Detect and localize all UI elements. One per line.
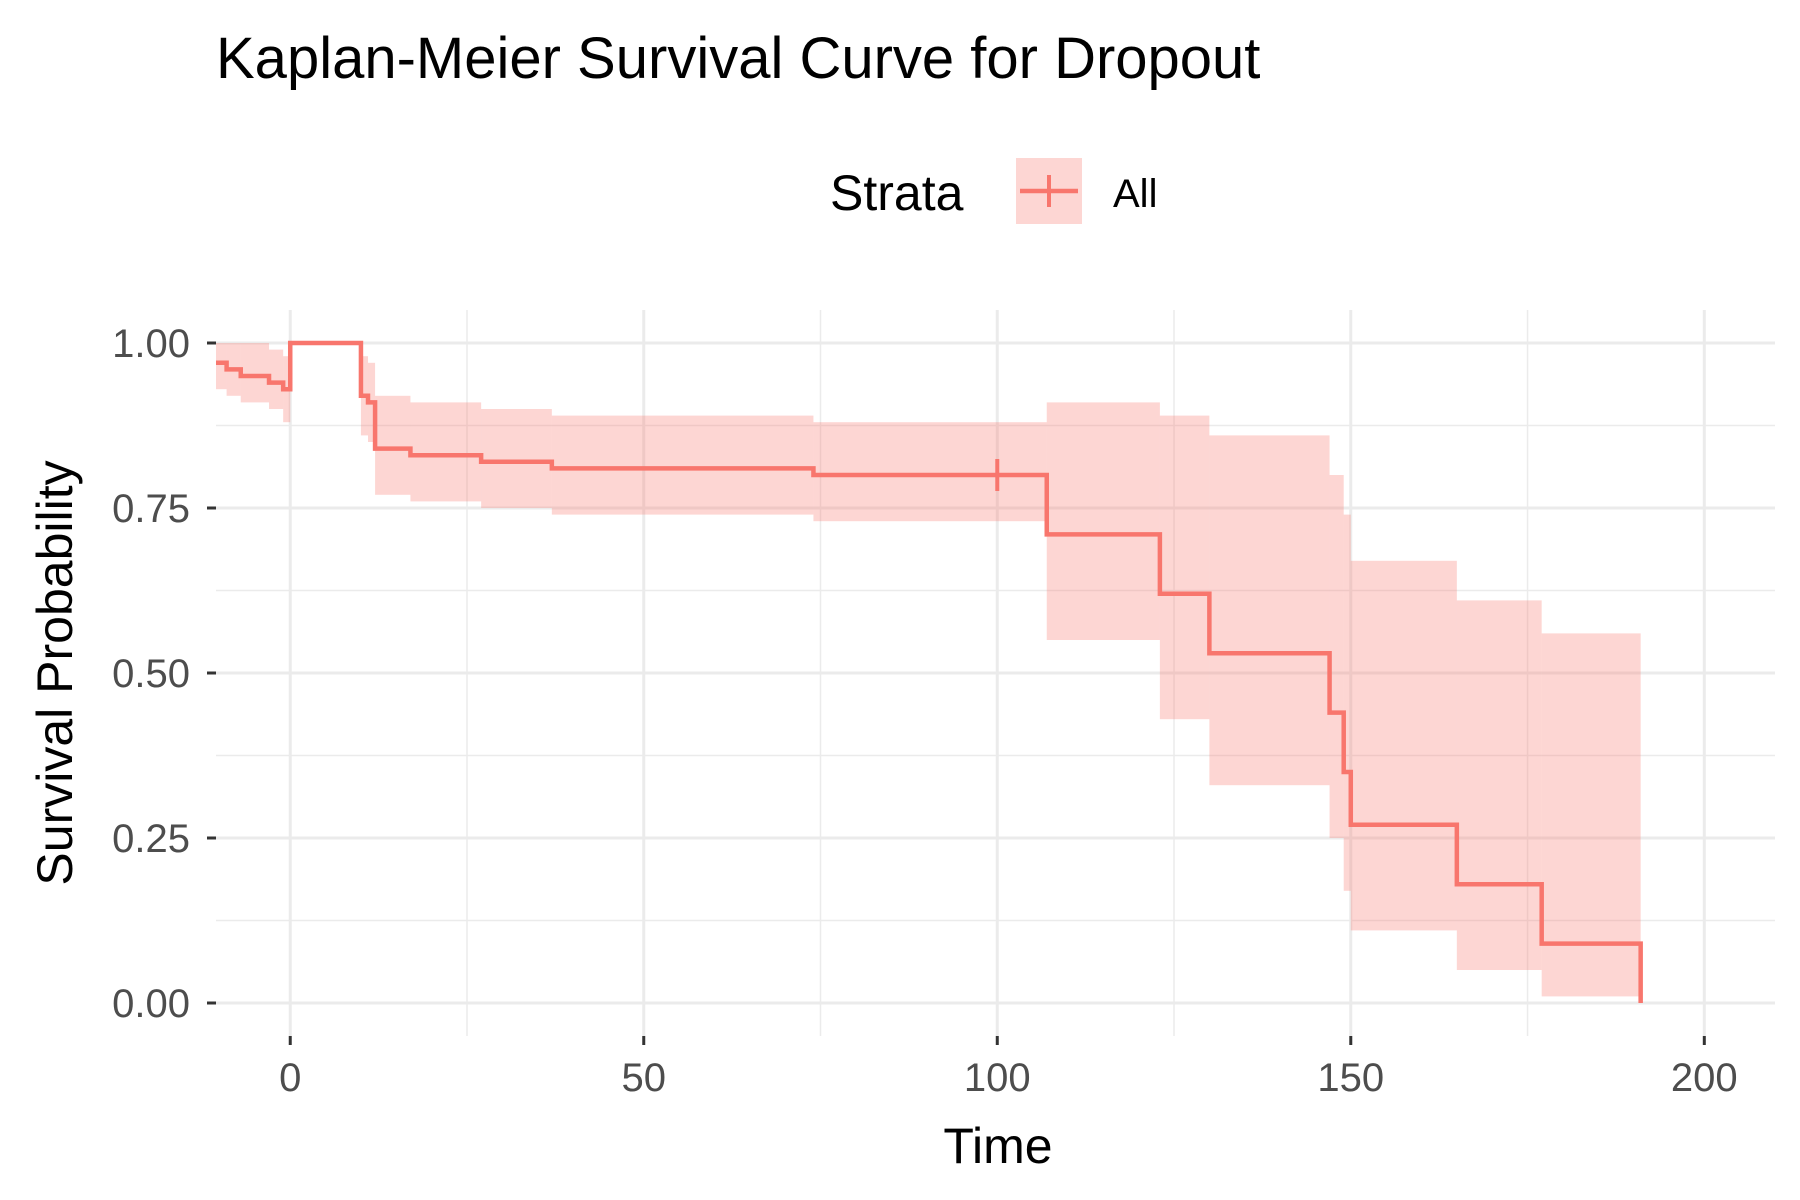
confidence-band-segment bbox=[1350, 560, 1457, 931]
y-tick-label: 0.50 bbox=[112, 652, 190, 696]
legend: Strata All bbox=[830, 158, 1157, 224]
y-axis-title: Survival Probability bbox=[27, 460, 83, 885]
grid bbox=[216, 310, 1775, 1036]
y-axis: 0.00 0.25 0.50 0.75 1.00 bbox=[112, 322, 216, 1026]
x-tick-label: 150 bbox=[1317, 1056, 1384, 1100]
survival-line bbox=[216, 340, 1643, 1003]
confidence-band-segment bbox=[240, 343, 270, 403]
confidence-band bbox=[216, 343, 1641, 997]
x-tick-label: 200 bbox=[1671, 1056, 1738, 1100]
confidence-band-segment bbox=[481, 409, 552, 508]
y-tick-label: 1.00 bbox=[112, 322, 190, 366]
confidence-band-segment bbox=[813, 422, 1047, 522]
legend-title: Strata bbox=[830, 165, 964, 221]
x-tick-label: 100 bbox=[964, 1056, 1031, 1100]
confidence-band-segment bbox=[216, 343, 227, 390]
survival-curve bbox=[216, 340, 1643, 1003]
legend-label: All bbox=[1113, 172, 1157, 216]
confidence-band-segment bbox=[1209, 435, 1330, 786]
confidence-band-segment bbox=[375, 395, 411, 495]
confidence-band-segment bbox=[269, 349, 284, 409]
y-tick-label: 0.25 bbox=[112, 817, 190, 861]
confidence-band-segment bbox=[1329, 475, 1344, 838]
confidence-band-segment bbox=[410, 402, 482, 502]
x-tick-label: 50 bbox=[622, 1056, 667, 1100]
confidence-band-segment bbox=[1343, 514, 1351, 891]
x-axis-title: Time bbox=[943, 1118, 1052, 1174]
confidence-band-segment bbox=[551, 415, 814, 515]
confidence-band-segment bbox=[1159, 415, 1210, 720]
y-tick-label: 0.75 bbox=[112, 487, 190, 531]
confidence-band-segment bbox=[1046, 402, 1160, 640]
confidence-band-segment bbox=[1541, 633, 1641, 997]
chart-title: Kaplan-Meier Survival Curve for Dropout bbox=[216, 26, 1260, 91]
confidence-band-segment bbox=[1456, 600, 1542, 970]
x-tick-label: 0 bbox=[279, 1056, 301, 1100]
x-axis: 0 50 100 150 200 bbox=[279, 1036, 1738, 1100]
legend-key bbox=[1016, 158, 1082, 224]
y-tick-label: 0.00 bbox=[112, 982, 190, 1026]
